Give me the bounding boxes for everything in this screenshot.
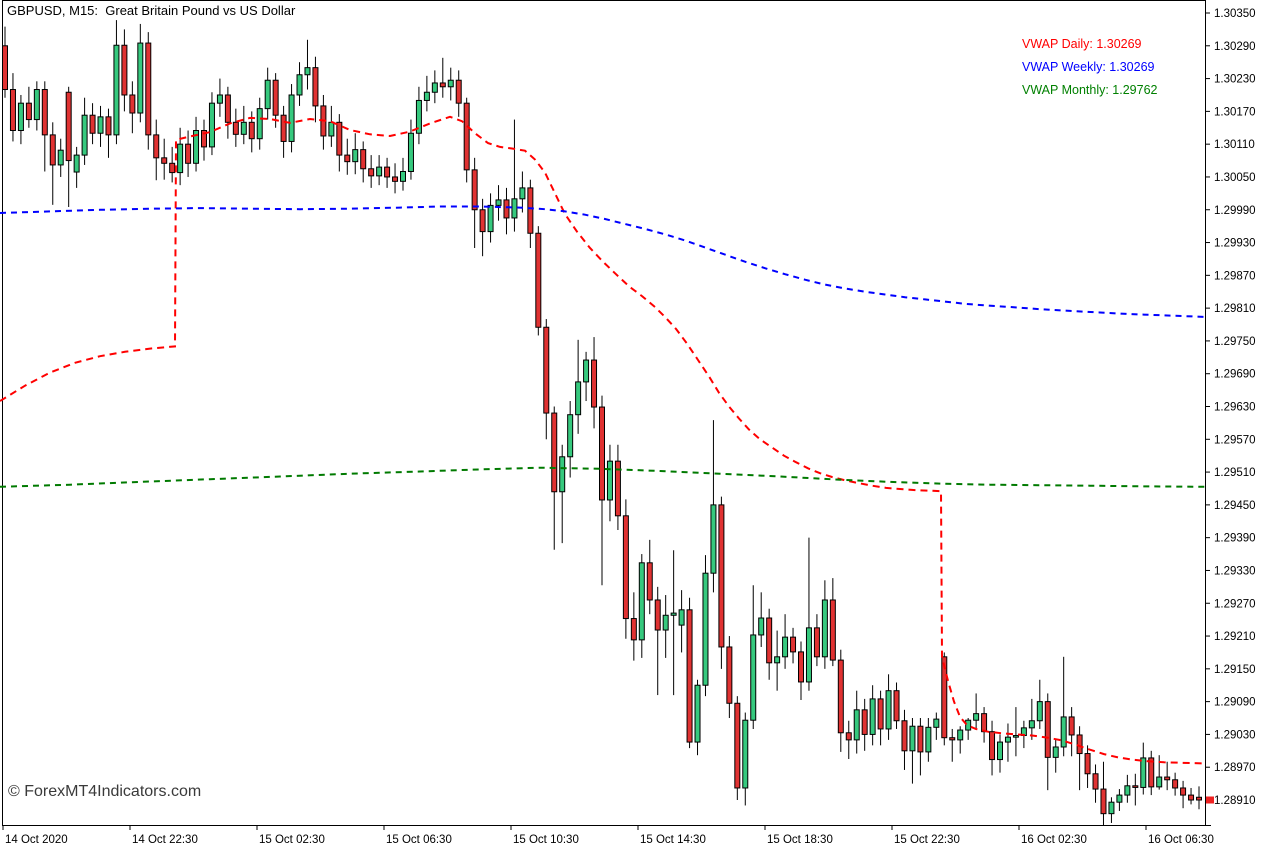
svg-text:15 Oct 14:30: 15 Oct 14:30 [640,834,706,846]
svg-text:1.29210: 1.29210 [1214,631,1256,643]
svg-text:1.28970: 1.28970 [1214,762,1256,774]
svg-text:15 Oct 22:30: 15 Oct 22:30 [894,834,960,846]
svg-text:1.29990: 1.29990 [1214,205,1256,217]
legend-item: VWAP Monthly: 1.29762 [1022,83,1158,97]
legend-item: VWAP Weekly: 1.30269 [1022,60,1155,74]
svg-text:1.30110: 1.30110 [1214,139,1255,151]
svg-text:1.29090: 1.29090 [1214,697,1256,709]
vwap-lines-layer [0,115,1206,765]
vwap-legend: VWAP Daily: 1.30269 VWAP Weekly: 1.30269… [1022,33,1158,102]
svg-text:15 Oct 02:30: 15 Oct 02:30 [259,834,325,846]
svg-text:1.29570: 1.29570 [1214,434,1256,446]
watermark-credit: © ForexMT4Indicators.com [8,783,202,800]
svg-text:1.30350: 1.30350 [1214,8,1256,20]
svg-text:1.29450: 1.29450 [1214,500,1256,512]
candles-layer [2,20,1202,826]
svg-text:1.29510: 1.29510 [1214,467,1256,479]
svg-text:1.28910: 1.28910 [1214,795,1256,807]
svg-text:1.29750: 1.29750 [1214,336,1256,348]
svg-text:1.30290: 1.30290 [1214,41,1256,53]
svg-text:15 Oct 10:30: 15 Oct 10:30 [513,834,579,846]
chart-title: GBPUSD, M15: Great Britain Pound vs US D… [7,3,296,18]
svg-text:1.30170: 1.30170 [1214,106,1256,118]
svg-text:1.29150: 1.29150 [1214,664,1256,676]
svg-text:1.29930: 1.29930 [1214,238,1256,250]
price-axis[interactable]: 1.30350 1.30290 1.30230 1.30170 1.30110 1.300… [1205,8,1256,807]
svg-text:1.30050: 1.30050 [1214,172,1256,184]
svg-text:15 Oct 18:30: 15 Oct 18:30 [767,834,833,846]
svg-text:1.29690: 1.29690 [1214,369,1256,381]
plot-frame [2,0,1211,826]
svg-text:1.29270: 1.29270 [1214,598,1256,610]
svg-text:1.29810: 1.29810 [1214,303,1256,315]
svg-text:14 Oct 22:30: 14 Oct 22:30 [132,834,198,846]
svg-text:15 Oct 06:30: 15 Oct 06:30 [386,834,452,846]
svg-text:1.30230: 1.30230 [1214,74,1256,86]
svg-text:1.29870: 1.29870 [1214,270,1256,282]
current-price-marker [1206,796,1214,804]
time-axis[interactable]: 14 Oct 2020 14 Oct 22:30 15 Oct 02:30 15 Oc… [2,825,1214,846]
svg-text:16 Oct 02:30: 16 Oct 02:30 [1021,834,1087,846]
svg-text:16 Oct 06:30: 16 Oct 06:30 [1148,834,1214,846]
svg-text:1.29030: 1.29030 [1214,729,1256,741]
svg-text:14 Oct 2020: 14 Oct 2020 [5,834,68,846]
legend-item: VWAP Daily: 1.30269 [1022,37,1142,51]
svg-text:1.29390: 1.29390 [1214,533,1256,545]
svg-text:1.29630: 1.29630 [1214,402,1256,414]
svg-text:1.29330: 1.29330 [1214,565,1256,577]
